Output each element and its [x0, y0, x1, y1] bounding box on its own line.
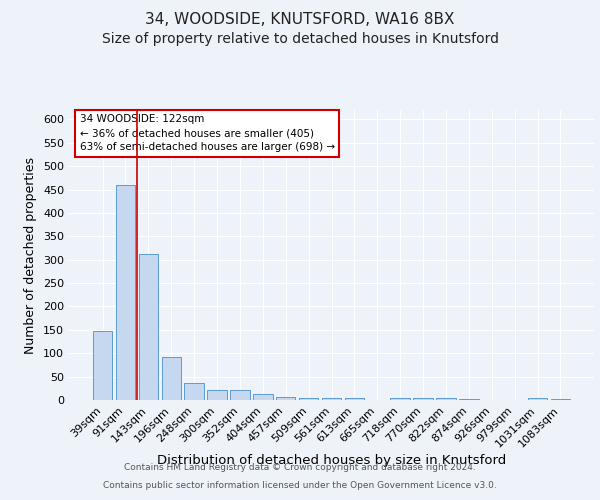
Text: Size of property relative to detached houses in Knutsford: Size of property relative to detached ho… [101, 32, 499, 46]
Text: 34, WOODSIDE, KNUTSFORD, WA16 8BX: 34, WOODSIDE, KNUTSFORD, WA16 8BX [145, 12, 455, 28]
Bar [322, 398, 341, 400]
Bar [344, 398, 364, 400]
Bar [299, 398, 319, 400]
Bar [276, 396, 295, 400]
Bar [208, 390, 227, 400]
Bar [184, 382, 204, 400]
Bar [93, 331, 112, 400]
Bar [528, 398, 547, 400]
Bar [391, 398, 410, 400]
Text: 34 WOODSIDE: 122sqm
← 36% of detached houses are smaller (405)
63% of semi-detac: 34 WOODSIDE: 122sqm ← 36% of detached ho… [79, 114, 335, 152]
Bar [551, 398, 570, 400]
Bar [253, 394, 272, 400]
Bar [161, 356, 181, 400]
X-axis label: Distribution of detached houses by size in Knutsford: Distribution of detached houses by size … [157, 454, 506, 467]
Bar [139, 254, 158, 400]
Text: Contains public sector information licensed under the Open Government Licence v3: Contains public sector information licen… [103, 481, 497, 490]
Bar [230, 390, 250, 400]
Bar [459, 399, 479, 400]
Bar [436, 398, 455, 400]
Bar [116, 185, 135, 400]
Text: Contains HM Land Registry data © Crown copyright and database right 2024.: Contains HM Land Registry data © Crown c… [124, 464, 476, 472]
Y-axis label: Number of detached properties: Number of detached properties [25, 156, 37, 354]
Bar [413, 398, 433, 400]
